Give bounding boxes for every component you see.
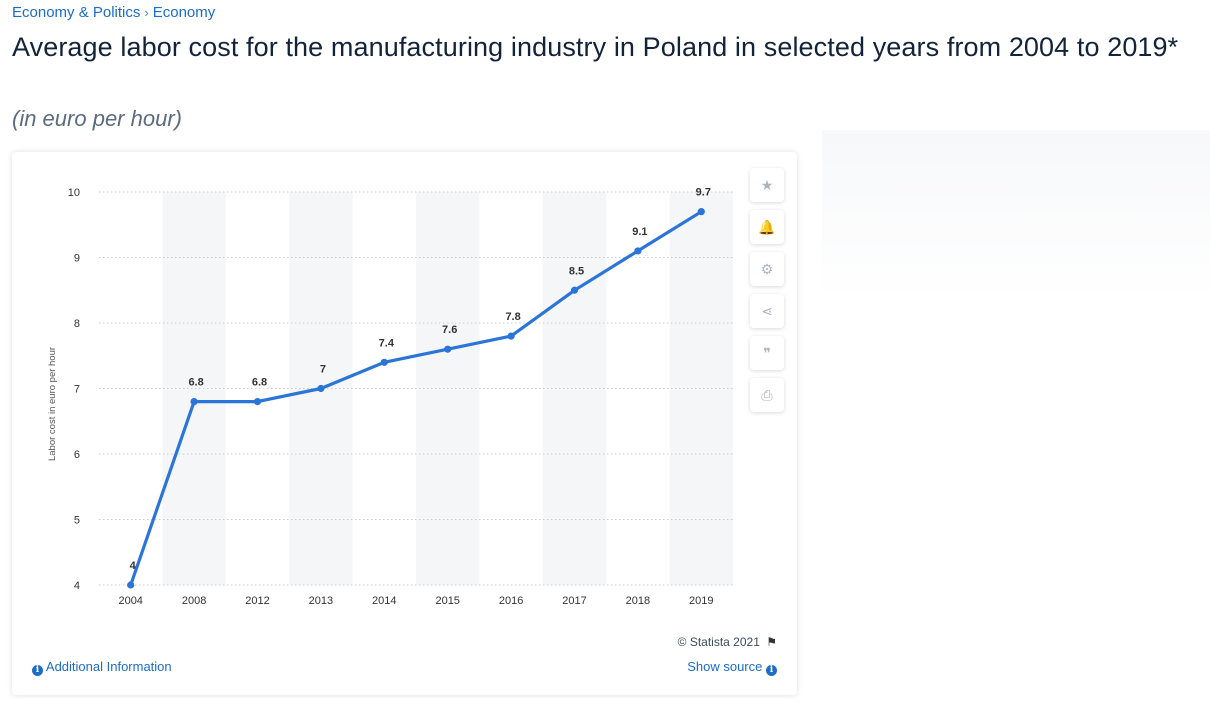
data-point[interactable] — [127, 581, 135, 589]
bell-icon: 🔔 — [758, 218, 776, 235]
data-point[interactable] — [190, 398, 198, 406]
breadcrumb-separator: › — [144, 5, 149, 20]
data-point[interactable] — [697, 208, 705, 216]
side-panel-placeholder — [822, 130, 1210, 708]
copyright-text: © Statista 2021 — [677, 635, 760, 649]
data-point[interactable] — [570, 286, 579, 294]
y-tick-label: 10 — [68, 187, 80, 199]
data-label: 9.1 — [632, 226, 647, 238]
x-tick-label: 2015 — [435, 595, 459, 607]
print-button[interactable]: ⎙ — [750, 378, 784, 412]
x-tick-label: 2008 — [182, 595, 206, 607]
show-source-link[interactable]: Show source i — [687, 659, 777, 676]
bell-button[interactable]: 🔔 — [750, 210, 784, 244]
data-label: 4 — [130, 560, 137, 572]
gear-icon: ⚙ — [760, 260, 774, 277]
print-icon: ⎙ — [761, 386, 773, 403]
x-tick-label: 2014 — [372, 595, 396, 607]
data-label: 7.4 — [379, 337, 395, 349]
info-icon: i — [766, 665, 777, 676]
x-tick-label: 2004 — [118, 595, 142, 607]
data-label: 6.8 — [252, 377, 267, 389]
show-source-label: Show source — [687, 659, 763, 674]
data-point[interactable] — [253, 398, 262, 406]
y-axis: 4 5 6 7 8 9 10 — [68, 187, 80, 592]
y-axis-title: Labor cost in euro per hour — [47, 347, 58, 461]
additional-information-label: Additional Information — [45, 659, 172, 674]
y-tick-label: 7 — [74, 384, 80, 396]
data-label: 8.5 — [569, 265, 584, 277]
breadcrumb-economy-politics[interactable]: Economy & Politics — [12, 4, 141, 21]
quote-button[interactable]: ❞ — [750, 336, 784, 370]
data-point[interactable] — [634, 247, 642, 255]
series-line — [129, 210, 703, 587]
page-title: Average labor cost for the manufacturing… — [12, 32, 1179, 62]
copyright: © Statista 2021 ⚑ — [678, 635, 777, 649]
page-subtitle: (in euro per hour) — [12, 106, 182, 131]
data-point[interactable] — [317, 384, 325, 393]
breadcrumb-economy[interactable]: Economy — [152, 4, 216, 21]
data-label: 7 — [320, 364, 326, 376]
additional-information-link[interactable]: i Additional Information — [32, 659, 172, 676]
info-icon: i — [32, 665, 43, 676]
y-tick-label: 5 — [74, 515, 80, 527]
gear-button[interactable]: ⚙ — [750, 252, 784, 286]
x-axis: 2004 2008 2012 2013 2014 2015 2016 2017 2018 2019 — [118, 595, 713, 607]
star-button[interactable]: ★ — [750, 168, 784, 202]
data-label: 6.8 — [188, 377, 203, 389]
share-icon: ⋖ — [761, 302, 773, 319]
data-label: 9.7 — [696, 187, 711, 199]
x-tick-label: 2019 — [689, 595, 713, 607]
x-tick-label: 2017 — [562, 595, 586, 607]
quote-icon: ❞ — [763, 344, 771, 361]
chart-card: 4 5 6 7 8 9 10 2004 2008 2012 2013 2014 2015 2016 201… — [12, 152, 797, 695]
chart-toolbar: ★ 🔔 ⚙ ⋖ ❞ ⎙ — [750, 168, 784, 420]
share-button[interactable]: ⋖ — [750, 294, 784, 328]
breadcrumb: Economy & Politics › Economy — [12, 4, 215, 21]
y-tick-label: 8 — [74, 318, 80, 330]
x-tick-label: 2018 — [626, 595, 650, 607]
flag-icon[interactable]: ⚑ — [766, 635, 777, 649]
x-tick-label: 2016 — [499, 595, 523, 607]
line-chart: 4 5 6 7 8 9 10 2004 2008 2012 2013 2014 2015 2016 201… — [47, 187, 733, 607]
star-icon: ★ — [760, 176, 774, 193]
y-tick-label: 4 — [74, 580, 80, 592]
data-labels: 4 6.8 6.8 7 7.4 7.6 7.8 8.5 9.1 9.7 — [130, 187, 711, 572]
data-label: 7.8 — [505, 311, 520, 323]
y-tick-label: 9 — [74, 253, 80, 265]
data-point[interactable] — [444, 345, 452, 353]
x-tick-label: 2013 — [309, 595, 333, 607]
data-label: 7.6 — [442, 324, 457, 336]
x-tick-label: 2012 — [245, 595, 269, 607]
y-tick-label: 6 — [74, 449, 80, 461]
data-point[interactable] — [380, 358, 388, 366]
data-point[interactable] — [507, 332, 515, 340]
data-points — [127, 208, 705, 589]
